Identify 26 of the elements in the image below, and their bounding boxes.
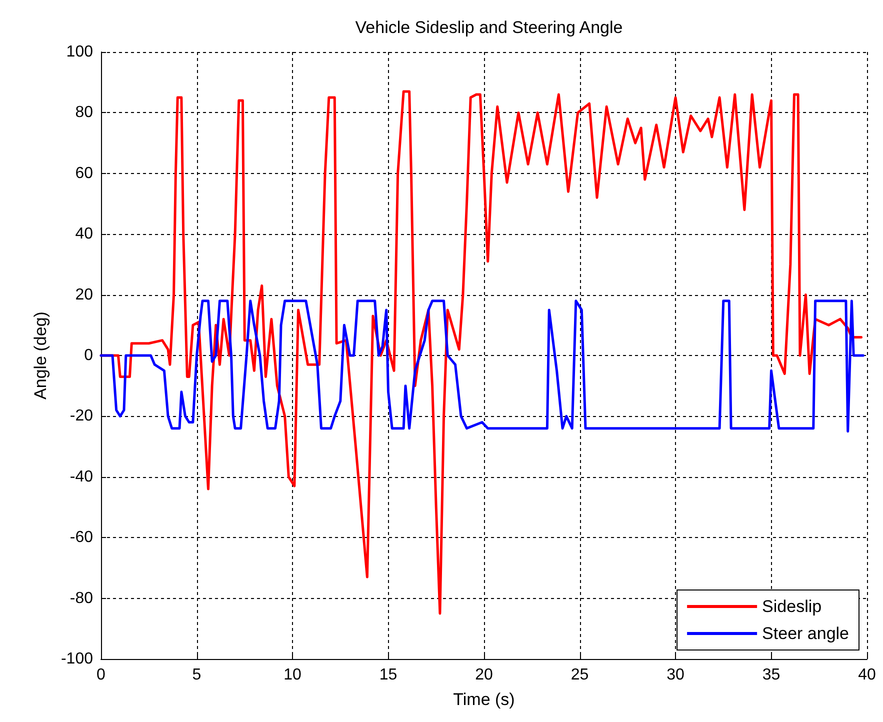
y-tick-label: 100	[66, 44, 94, 60]
x-tick-label: 40	[858, 666, 876, 684]
y-tick-label: -100	[60, 650, 94, 668]
x-tick-label: 35	[762, 666, 780, 684]
y-tick-label: -80	[70, 590, 94, 607]
x-tick-label: 30	[666, 666, 684, 684]
line-series	[100, 300, 864, 433]
y-tick-label: 0	[84, 347, 94, 364]
chart-title: Vehicle Sideslip and Steering Angle	[355, 18, 623, 37]
y-tick-label: 40	[75, 226, 94, 243]
y-axis-title: Angle (deg)	[31, 312, 50, 400]
legend-label: Steer angle	[762, 624, 849, 643]
x-axis-title: Time (s)	[453, 690, 515, 709]
y-tick-label: -60	[70, 529, 94, 546]
x-tick-label: 25	[570, 666, 589, 684]
y-tick-label: 80	[75, 104, 94, 122]
x-tick-label: 20	[475, 666, 493, 684]
x-tick-label: 10	[284, 666, 302, 684]
x-tick-label: 15	[379, 666, 398, 684]
x-tick-label: 5	[192, 666, 202, 684]
legend-label: Sideslip	[762, 597, 822, 616]
x-tick-label: 0	[96, 666, 106, 684]
y-tick-label: 60	[75, 164, 94, 182]
y-tick-label: -40	[70, 468, 94, 486]
y-tick-label: 20	[75, 286, 94, 304]
y-tick-label: -20	[70, 408, 94, 425]
